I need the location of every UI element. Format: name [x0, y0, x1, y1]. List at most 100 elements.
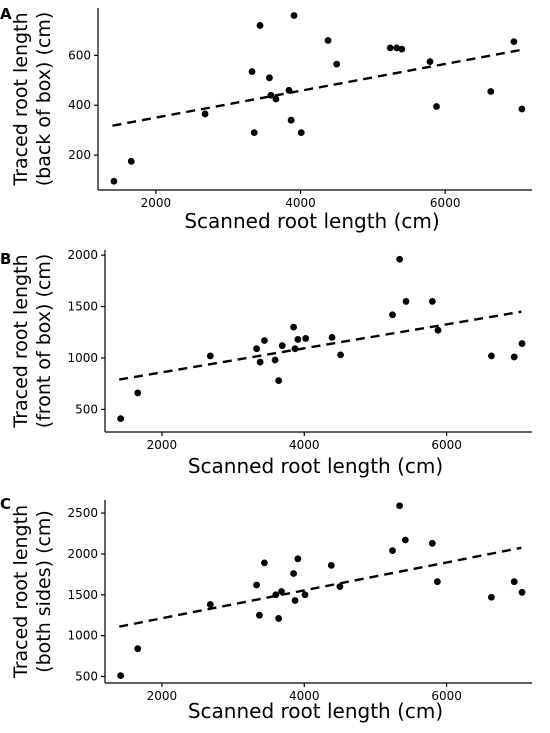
- x-tick-label: 2000: [147, 438, 178, 452]
- x-tick-label: 4000: [289, 438, 320, 452]
- y-axis-title-line: Traced root length: [10, 505, 32, 679]
- y-axis-title: Traced root length(front of box) (cm): [10, 254, 55, 429]
- x-tick-label: 2000: [147, 689, 178, 703]
- x-axis-title: Scanned root length (cm): [188, 699, 443, 723]
- y-axis-title-line: (back of box) (cm): [33, 12, 55, 187]
- data-point: [256, 358, 264, 366]
- data-point: [256, 22, 264, 29]
- x-tick-label: 6000: [431, 438, 462, 452]
- data-point: [294, 555, 302, 563]
- data-point: [302, 335, 310, 342]
- data-point: [287, 116, 295, 124]
- data-point: [250, 129, 258, 137]
- data-point: [127, 157, 135, 165]
- y-tick-label: 1000: [67, 351, 98, 365]
- x-tick-label: 4000: [285, 196, 316, 210]
- data-point: [117, 415, 125, 423]
- data-point: [426, 58, 434, 66]
- trend-line: [119, 546, 522, 628]
- panel-letter: C: [0, 495, 11, 513]
- y-tick-label: 2500: [67, 506, 98, 520]
- x-axis-title: Scanned root length (cm): [184, 209, 439, 233]
- data-point: [278, 342, 286, 350]
- data-point: [336, 583, 344, 590]
- data-point: [206, 601, 214, 608]
- x-tick-label: 6000: [430, 196, 461, 210]
- y-tick-label: 1500: [67, 300, 98, 314]
- panel-a: A 2000 4000 6000 200 400 600 Scanned root lengt…: [0, 5, 532, 233]
- y-axis-title-line: Traced root length: [10, 12, 32, 186]
- y-axis-title: Traced root length(both sides) (cm): [10, 505, 55, 679]
- data-point: [253, 345, 260, 353]
- panel-letter: A: [0, 5, 12, 23]
- data-point: [402, 298, 410, 305]
- data-point: [396, 255, 404, 263]
- data-point: [328, 334, 336, 341]
- data-point: [433, 578, 441, 586]
- data-point: [285, 86, 293, 94]
- y-tick-label: 500: [75, 402, 98, 416]
- trend-line: [119, 310, 522, 381]
- data-point: [248, 68, 256, 75]
- data-point: [396, 502, 404, 510]
- data-point: [301, 591, 309, 599]
- panel-letter: B: [0, 250, 11, 268]
- data-point: [428, 539, 436, 547]
- data-point: [206, 352, 214, 360]
- y-axis-title-line: (both sides) (cm): [33, 510, 55, 673]
- data-point: [428, 298, 436, 305]
- data-point: [510, 578, 518, 586]
- data-point: [510, 38, 518, 46]
- y-tick-label: 600: [68, 48, 91, 62]
- data-point: [134, 389, 142, 397]
- data-point: [386, 44, 394, 52]
- data-point: [324, 37, 332, 44]
- y-tick-label: 400: [68, 98, 91, 112]
- trend-line: [112, 48, 522, 127]
- data-point: [266, 74, 273, 82]
- data-point: [510, 353, 518, 361]
- data-point: [291, 345, 299, 353]
- data-point: [433, 103, 440, 110]
- y-tick-label: 2000: [67, 547, 98, 561]
- x-tick-label: 6000: [431, 689, 462, 703]
- data-point: [272, 95, 280, 103]
- panel-c: C 2000 4000 6000 500 1000 1500 2000 2500 Scanned …: [0, 495, 532, 723]
- y-tick-label: 2000: [67, 248, 98, 262]
- data-point: [333, 60, 341, 68]
- data-point: [389, 311, 396, 319]
- x-tick-label: 2000: [141, 196, 172, 210]
- data-point: [518, 340, 526, 347]
- y-tick-label: 1500: [67, 588, 98, 602]
- data-point: [271, 356, 279, 364]
- data-point: [275, 615, 283, 622]
- data-point: [256, 611, 263, 619]
- data-point: [117, 672, 125, 680]
- data-point: [261, 337, 268, 344]
- data-point: [267, 91, 275, 99]
- data-point: [297, 129, 305, 137]
- y-axis-title-line: Traced root length: [10, 254, 32, 428]
- data-point: [401, 536, 409, 544]
- data-point: [327, 561, 335, 569]
- data-point: [134, 645, 142, 653]
- data-point: [518, 105, 526, 113]
- x-tick-label: 4000: [289, 689, 320, 703]
- data-point: [290, 570, 297, 577]
- data-point: [488, 593, 495, 601]
- data-point: [275, 377, 283, 384]
- data-point: [398, 45, 406, 53]
- data-point: [201, 110, 209, 118]
- data-point: [487, 88, 495, 95]
- data-point: [337, 351, 344, 359]
- data-point: [261, 559, 268, 567]
- data-point: [518, 588, 526, 596]
- data-point: [290, 323, 297, 331]
- data-point: [389, 547, 396, 555]
- y-tick-label: 200: [68, 148, 91, 162]
- data-point: [434, 326, 442, 334]
- data-point: [291, 597, 299, 604]
- y-axis-title-line: (front of box) (cm): [33, 254, 55, 429]
- y-tick-label: 500: [75, 669, 98, 683]
